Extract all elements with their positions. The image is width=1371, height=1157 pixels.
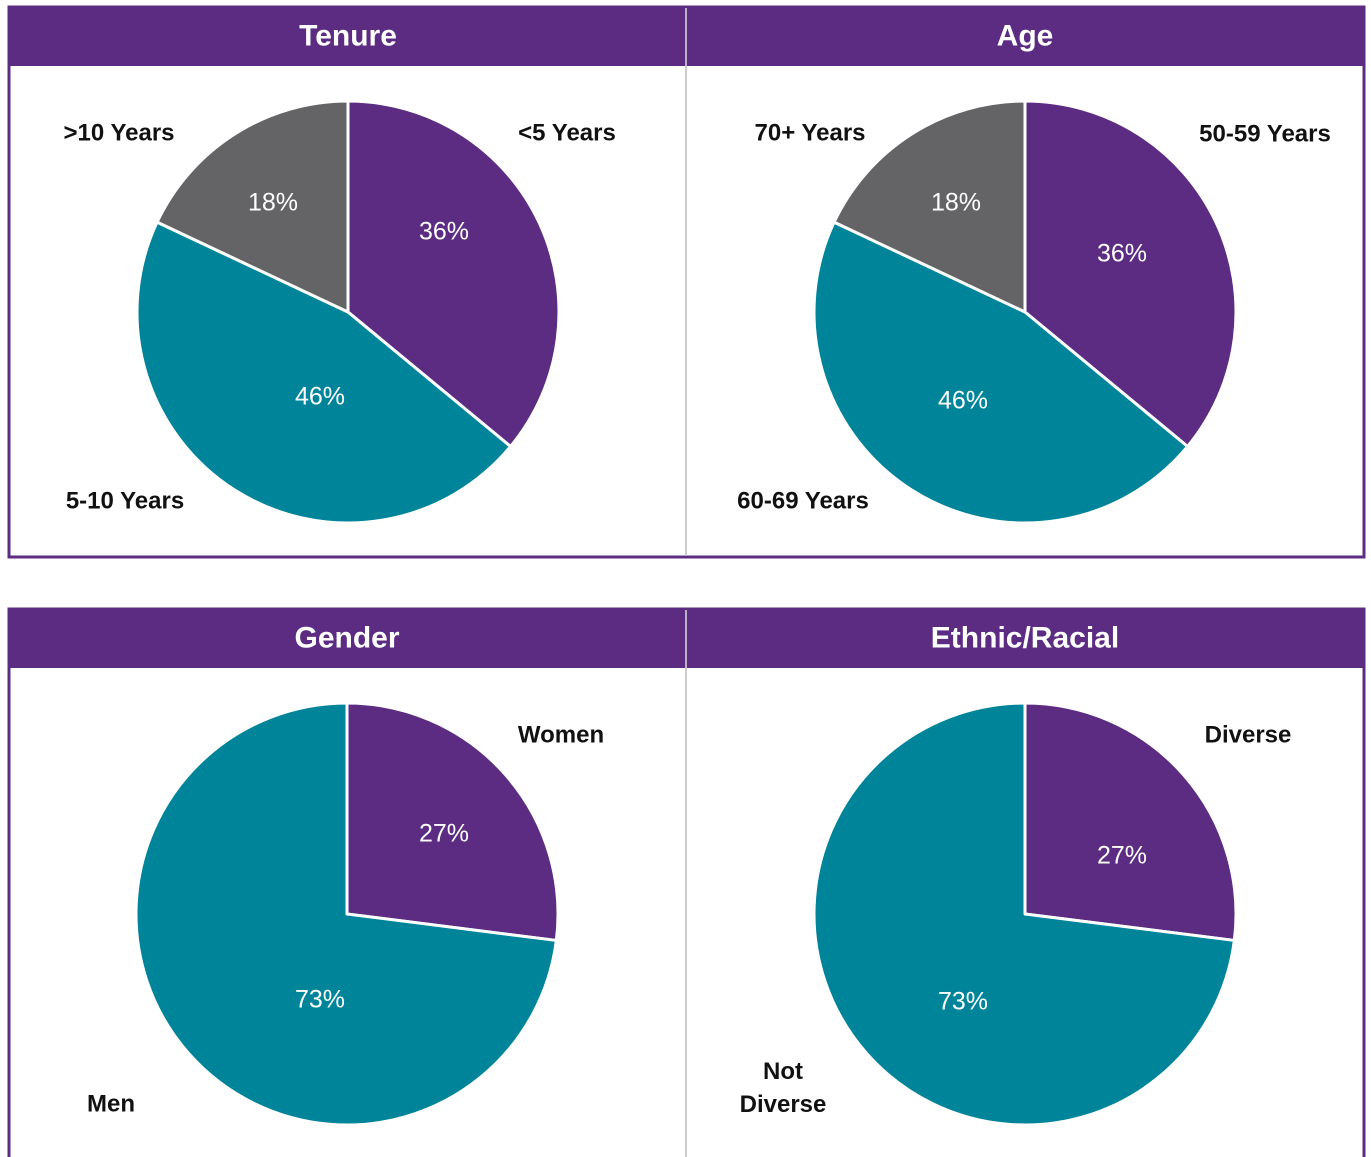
pie-slice bbox=[155, 99, 350, 314]
pie-slice bbox=[812, 220, 1190, 525]
slice-label: Not Diverse bbox=[739, 1058, 827, 1118]
chart-title: Gender bbox=[294, 621, 400, 655]
chart-title: Age bbox=[996, 19, 1054, 53]
slice-label: 50-59 Years bbox=[1199, 120, 1331, 148]
data-label: 73% bbox=[937, 987, 989, 1016]
slice-label: Men bbox=[87, 1090, 135, 1118]
slice-label: 60-69 Years bbox=[737, 487, 869, 515]
data-label: 27% bbox=[418, 819, 470, 848]
pie-slice bbox=[135, 220, 513, 525]
pie-slice bbox=[346, 99, 561, 448]
slice-label: <5 Years bbox=[518, 119, 616, 147]
panel-border bbox=[7, 607, 1366, 1157]
slice-label: 5-10 Years bbox=[65, 487, 185, 515]
pie-slice bbox=[832, 99, 1027, 314]
pie-slice bbox=[1023, 99, 1238, 448]
slice-label: >10 Years bbox=[63, 119, 175, 147]
data-label: 36% bbox=[418, 217, 470, 246]
chart-title: Tenure bbox=[299, 19, 397, 53]
panel-border bbox=[7, 5, 1366, 559]
data-label: 46% bbox=[937, 386, 989, 415]
data-label: 46% bbox=[294, 382, 346, 411]
chart-title: Ethnic/Racial bbox=[930, 621, 1120, 655]
slice-label: Women bbox=[517, 721, 605, 749]
pie-slice bbox=[134, 701, 558, 1127]
pie-slice bbox=[345, 701, 560, 942]
data-label: 73% bbox=[294, 985, 346, 1014]
slice-label: Diverse bbox=[1204, 721, 1292, 749]
slice-label: 70+ Years bbox=[754, 119, 866, 147]
data-label: 27% bbox=[1096, 841, 1148, 870]
data-label: 18% bbox=[930, 188, 982, 217]
data-label: 18% bbox=[247, 188, 299, 217]
pie-slice bbox=[1023, 701, 1238, 942]
data-label: 36% bbox=[1096, 239, 1148, 268]
pie-slice bbox=[812, 701, 1236, 1127]
